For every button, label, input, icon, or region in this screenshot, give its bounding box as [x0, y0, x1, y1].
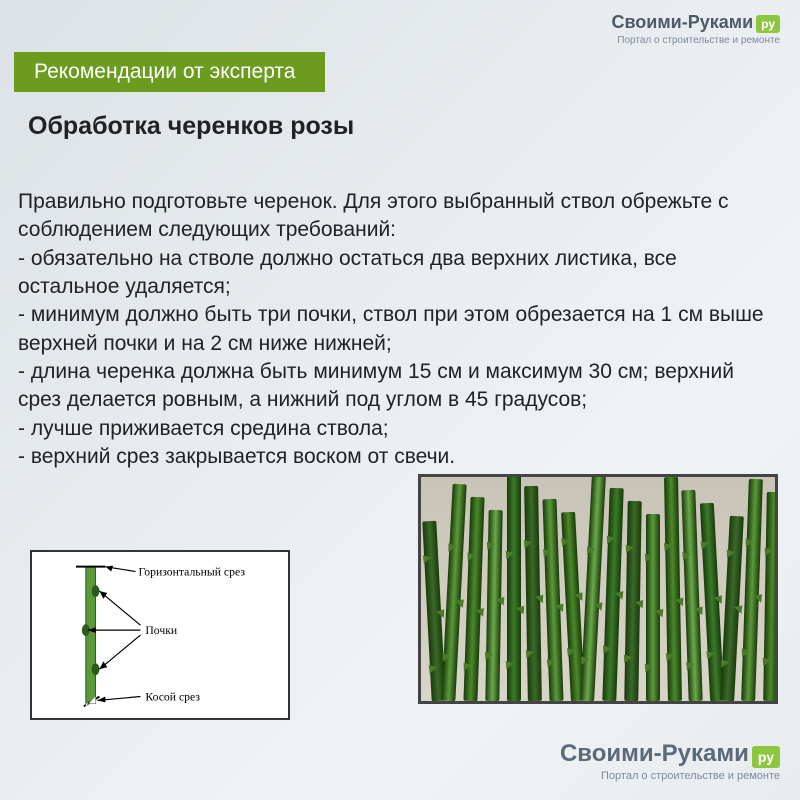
thorn-icon — [660, 540, 672, 552]
logo-brand: Своими-Руками — [611, 12, 753, 32]
thorn-icon — [483, 539, 495, 551]
thorn-icon — [703, 648, 715, 660]
content-wrapper: Своими-Рукамиру Портал о строительстве и… — [0, 0, 800, 800]
thorn-icon — [481, 649, 493, 661]
photo-stem — [646, 514, 660, 701]
thorn-icon — [697, 538, 709, 550]
photo-stem — [580, 475, 606, 701]
thorn-icon — [641, 551, 653, 563]
bullet-2: - длина черенка должна быть минимум 15 с… — [18, 358, 782, 415]
thorn-icon — [459, 659, 471, 671]
bullet-4: - верхний срез закрывается воском от све… — [18, 443, 782, 471]
arrow-bud-1 — [99, 591, 140, 625]
logo-tagline-bottom: Портал о строительстве и ремонте — [560, 770, 780, 782]
thorn-icon — [742, 535, 754, 547]
logo-bottom: Своими-Рукамиру Портал о строительстве и… — [560, 740, 780, 782]
thorn-icon — [583, 543, 595, 555]
photo-stem — [543, 499, 564, 701]
thorn-icon — [540, 546, 552, 558]
page-subtitle: Обработка черенков розы — [28, 112, 354, 141]
bullet-1: - минимум должно быть три почки, ствол п… — [18, 301, 782, 358]
bullet-3: - лучше приживается средина ствола; — [18, 415, 782, 443]
thorn-icon — [641, 661, 653, 673]
thorn-icon — [501, 548, 513, 560]
logo-brand-bottom: Своими-Руками — [560, 740, 749, 767]
diagram-svg: Горизонтальный срез Почки Косой срез — [32, 552, 288, 718]
thorn-icon — [662, 650, 674, 662]
logo-tagline: Портал о строительстве и ремонте — [611, 35, 780, 46]
header-band: Рекомендации от эксперта — [14, 52, 325, 92]
thorn-icon — [761, 545, 773, 557]
body-text: Правильно подготовьте черенок. Для этого… — [18, 188, 782, 471]
logo-top: Своими-Рукамиру Портал о строительстве и… — [611, 12, 780, 46]
thorn-icon — [599, 642, 611, 654]
cutting-diagram: Горизонтальный срез Почки Косой срез — [30, 550, 290, 720]
thorn-icon — [738, 645, 750, 657]
arrowhead-top — [105, 566, 113, 572]
photo-stem — [507, 474, 521, 701]
photo-stem — [720, 516, 744, 701]
photo-stem — [763, 492, 778, 701]
photo-stem — [463, 497, 484, 701]
thorn-icon — [622, 542, 634, 554]
logo-badge-bottom: ру — [752, 746, 780, 768]
thorn-icon — [563, 645, 575, 657]
bullet-0: - обязательно на стволе должно остаться … — [18, 245, 782, 302]
thorn-icon — [620, 652, 632, 664]
thorn-icon — [444, 540, 456, 552]
thorn-icon — [425, 662, 437, 674]
logo-badge: ру — [756, 15, 780, 33]
thorn-icon — [723, 546, 735, 558]
thorn-icon — [603, 532, 615, 544]
thorn-icon — [543, 656, 555, 668]
photo-stem — [525, 486, 543, 701]
thorn-icon — [522, 647, 534, 659]
thorn-icon — [558, 535, 570, 547]
thorn-icon — [419, 552, 431, 564]
thorn-icon — [655, 606, 667, 618]
photo-stem — [741, 479, 763, 701]
intro-text: Правильно подготовьте черенок. Для этого… — [18, 188, 782, 245]
thorn-icon — [455, 596, 467, 608]
diagram-bud-1 — [92, 585, 100, 597]
thorn-icon — [774, 600, 778, 612]
thorn-icon — [520, 537, 532, 549]
photo-stem — [485, 510, 502, 701]
thorn-icon — [683, 659, 695, 671]
arrow-bud-3 — [99, 635, 140, 669]
thorn-icon — [501, 658, 513, 670]
label-top: Горизонтальный срез — [139, 565, 246, 578]
photo-stem — [664, 477, 682, 701]
arrowhead-b3 — [99, 661, 107, 669]
thorn-icon — [475, 605, 487, 617]
label-mid: Почки — [145, 624, 177, 637]
thorn-icon — [594, 599, 606, 611]
photo-stem — [602, 488, 623, 701]
diagram-bud-3 — [92, 663, 100, 675]
thorn-icon — [463, 549, 475, 561]
label-bot: Косой срез — [145, 690, 200, 703]
arrowhead-b1 — [99, 591, 107, 599]
thorn-icon — [759, 655, 771, 667]
cuttings-photo — [418, 474, 778, 704]
thorn-icon — [679, 549, 691, 561]
photo-stem — [624, 501, 641, 701]
